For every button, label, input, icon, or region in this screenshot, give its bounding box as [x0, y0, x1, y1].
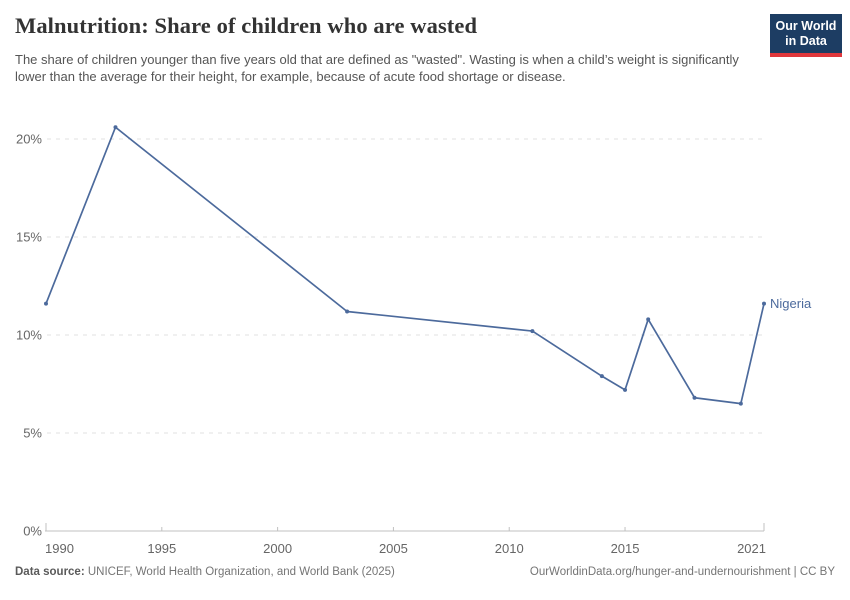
data-point-marker[interactable]	[599, 374, 604, 379]
data-point-marker[interactable]	[738, 401, 743, 406]
y-tick-label: 15%	[16, 230, 42, 245]
data-point-marker[interactable]	[113, 125, 118, 130]
data-point-marker[interactable]	[44, 301, 48, 306]
logo-text-line2: in Data	[785, 34, 827, 48]
x-tick-label: 1990	[45, 541, 74, 556]
y-tick-label: 0%	[23, 524, 42, 539]
nigeria-line[interactable]	[45, 126, 765, 405]
entity-label[interactable]: Nigeria	[770, 296, 812, 311]
chart-footer: Data source: UNICEF, World Health Organi…	[15, 566, 835, 578]
data-source-note: Data source: UNICEF, World Health Organi…	[15, 566, 395, 578]
data-point-marker[interactable]	[345, 309, 350, 314]
page-title: Malnutrition: Share of children who are …	[15, 13, 478, 38]
owid-logo[interactable]: Our World in Data	[770, 14, 842, 57]
data-point-marker[interactable]	[762, 301, 766, 306]
chart-subtitle: The share of children younger than five …	[15, 52, 739, 85]
x-tick-label: 2000	[263, 541, 292, 556]
data-point-marker[interactable]	[646, 317, 651, 322]
x-tick-label: 1995	[147, 541, 176, 556]
x-tick-label: 2005	[379, 541, 408, 556]
data-point-marker[interactable]	[692, 395, 697, 400]
x-tick-label: 2010	[495, 541, 524, 556]
x-tick-label: 2021	[737, 541, 766, 556]
y-tick-label: 20%	[16, 132, 42, 147]
data-point-marker[interactable]	[530, 329, 535, 334]
owid-license-link[interactable]: OurWorldinData.org/hunger-and-undernouri…	[529, 566, 835, 578]
data-source-label: Data source:	[15, 566, 85, 578]
data-source-text: UNICEF, World Health Organization, and W…	[84, 566, 395, 578]
y-tick-label: 5%	[23, 426, 42, 441]
data-point-marker[interactable]	[623, 387, 628, 392]
x-tick-label: 2015	[611, 541, 640, 556]
logo-text-line1: Our World	[775, 19, 837, 33]
y-tick-label: 10%	[16, 328, 42, 343]
